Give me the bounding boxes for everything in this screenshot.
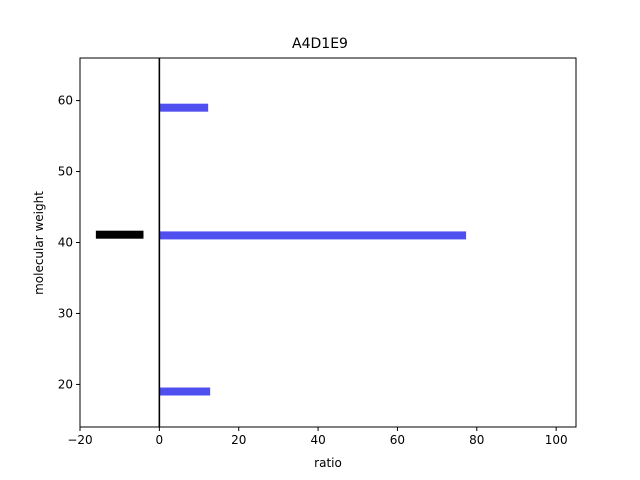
y-tick-label: 50 — [58, 165, 73, 179]
x-tick-label: 20 — [231, 433, 246, 447]
bars-layer — [95, 103, 467, 396]
x-tick-label: −20 — [67, 433, 92, 447]
bar-series1-0 — [95, 230, 144, 239]
x-tick-label: 40 — [310, 433, 325, 447]
y-tick-label: 40 — [58, 236, 73, 250]
bar-series0-1 — [159, 231, 467, 240]
x-axis-label: ratio — [314, 456, 342, 470]
chart-title: A4D1E9 — [292, 36, 348, 52]
x-tick-label: 0 — [156, 433, 164, 447]
y-tick-label: 20 — [58, 377, 73, 391]
y-tick-label: 30 — [58, 306, 73, 320]
x-tick-label: 80 — [469, 433, 484, 447]
x-axis: −20 0 20 40 60 80 100 — [67, 427, 568, 447]
plot-frame — [79, 57, 577, 428]
x-tick-label: 60 — [390, 433, 405, 447]
x-tick-label: 100 — [545, 433, 568, 447]
bar-series0-0 — [159, 103, 209, 112]
y-axis-label: molecular weight — [32, 191, 46, 295]
y-tick-label: 60 — [58, 94, 73, 108]
bar-series0-2 — [159, 387, 211, 396]
y-axis: 20 30 40 50 60 — [58, 94, 80, 391]
